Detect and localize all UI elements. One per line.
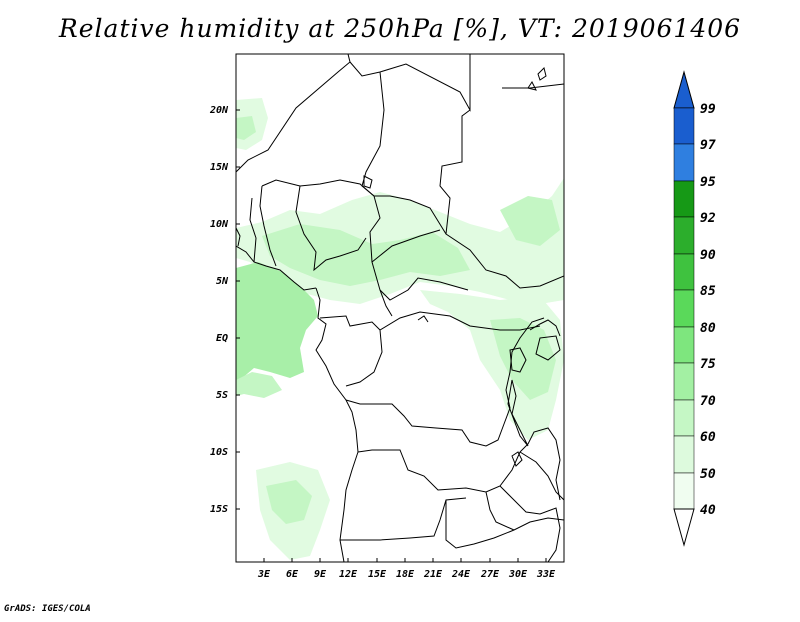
colorbar-bottom-arrow — [673, 508, 695, 547]
border-path — [374, 195, 447, 235]
shade-region-coast-south — [236, 372, 282, 398]
lat-label: 10N — [210, 219, 229, 230]
lon-label: 9E — [314, 569, 327, 580]
lon-label: 27E — [480, 569, 500, 580]
shade-region-nw-core — [236, 116, 256, 140]
colorbar-swatch — [673, 253, 695, 291]
lon-label: 33E — [536, 569, 556, 580]
lat-label: 15N — [210, 162, 229, 173]
colorbar-label: 75 — [700, 357, 716, 372]
border-path — [529, 319, 561, 337]
border-path — [249, 197, 257, 263]
lat-label: 10S — [210, 447, 228, 458]
lake-outline — [363, 175, 373, 189]
colorbar-swatch — [673, 289, 695, 328]
shade-region-coast — [236, 262, 318, 380]
colorbar-label: 60 — [700, 430, 716, 445]
shade-region-ne — [500, 196, 560, 246]
lat-label: 5S — [216, 390, 228, 401]
colorbar: 99 97 95 92 90 85 80 75 70 60 50 40 — [673, 70, 716, 547]
colorbar-label: 95 — [700, 175, 716, 190]
lake-outline — [537, 67, 547, 81]
colorbar-label: 50 — [700, 467, 716, 482]
border-path — [259, 185, 277, 267]
lake-outline — [417, 315, 429, 323]
coast-path — [236, 227, 241, 247]
colorbar-label: 80 — [700, 321, 716, 336]
colorbar-top-arrow — [673, 70, 695, 109]
lon-label: 18E — [396, 569, 415, 580]
colorbar-label: 85 — [700, 284, 716, 299]
colorbar-label: 92 — [700, 211, 716, 226]
colorbar-swatch — [673, 362, 695, 401]
lat-label: EQ — [216, 333, 228, 344]
colorbar-swatch — [673, 399, 695, 437]
colorbar-label: 99 — [700, 102, 716, 117]
lake-outline — [511, 451, 523, 467]
colorbar-label: 90 — [700, 248, 716, 263]
border-path — [499, 485, 561, 562]
lat-label: 20N — [209, 105, 229, 116]
lake-outline — [535, 335, 561, 361]
colorbar-label: 97 — [700, 138, 716, 153]
lake-outline — [509, 347, 527, 373]
grads-credit: GrADS: IGES/COLA — [4, 604, 91, 614]
border-path — [371, 229, 441, 263]
colorbar-swatch — [673, 472, 695, 510]
border-path — [379, 289, 393, 317]
border-path — [340, 497, 467, 541]
colorbar-label: 40 — [700, 503, 716, 518]
border-path — [379, 311, 541, 331]
border-path — [295, 185, 367, 272]
colorbar-swatch — [673, 143, 695, 182]
shade-region-sw-core — [266, 480, 312, 524]
lake-outline — [527, 81, 537, 91]
lon-label: 15E — [368, 569, 387, 580]
lon-axis: 3E 6E 9E 12E 15E 18E 21E 24E 27E 30E 33E — [257, 558, 556, 580]
colorbar-swatch — [673, 216, 695, 255]
colorbar-label: 70 — [700, 394, 716, 409]
lon-label: 30E — [508, 569, 528, 580]
country-borders — [236, 54, 564, 562]
lon-label: 6E — [286, 569, 299, 580]
border-path — [261, 179, 469, 301]
border-path — [445, 500, 564, 549]
border-path — [519, 427, 561, 501]
colorbar-swatch — [673, 326, 695, 364]
map-title: Relative humidity at 250hPa [%], VT: 201… — [58, 14, 742, 43]
colorbar-swatch — [673, 435, 695, 474]
lat-label: 15S — [210, 504, 228, 515]
lon-label: 3E — [257, 569, 271, 580]
border-path — [357, 449, 521, 493]
border-path — [485, 491, 515, 531]
map-frame — [235, 53, 565, 563]
lake-outline — [507, 379, 529, 447]
colorbar-swatch — [673, 107, 695, 145]
lon-label: 21E — [423, 569, 443, 580]
lon-label: 12E — [339, 569, 358, 580]
lat-axis: 20N 15N 10N 5N EQ 5S 10S 15S — [209, 105, 240, 515]
lon-label: 24E — [451, 569, 471, 580]
coast-path — [236, 245, 317, 291]
colorbar-swatch — [673, 180, 695, 218]
lat-label: 5N — [216, 276, 229, 287]
